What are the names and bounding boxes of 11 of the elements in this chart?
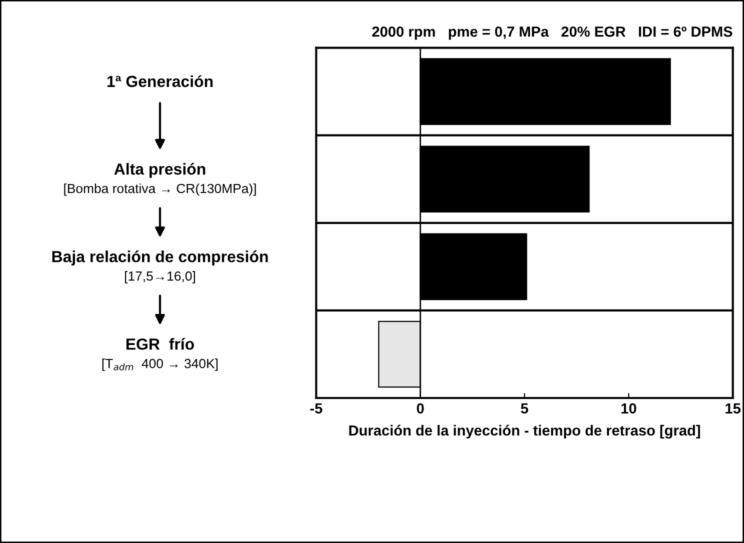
y-tick-label: Baja relación de compresión [17,5→16,0] (52, 250, 268, 284)
x-tick-label: 0 (416, 403, 424, 414)
x-tick-label: 15 (726, 403, 741, 414)
x-axis-title: Duración de la inyección - tiempo de retraso [grad] (349, 424, 700, 439)
y-tick-label: EGR frío [T$_{adm}$ 400 → 340K] (102, 338, 218, 371)
chart-title: 2000 rpm pme = 0,7 MPa 20% EGR IDI = 6º DPMS (372, 26, 732, 40)
y-tick-label: Alta presión [Bomba rotativa → CR(130MPa)] (64, 162, 256, 196)
x-tick-label: 10 (621, 403, 636, 414)
x-tick-label: -5 (310, 403, 322, 414)
x-tick-label: 5 (520, 403, 528, 414)
y-tick-label: 1ª Generación (107, 75, 213, 88)
